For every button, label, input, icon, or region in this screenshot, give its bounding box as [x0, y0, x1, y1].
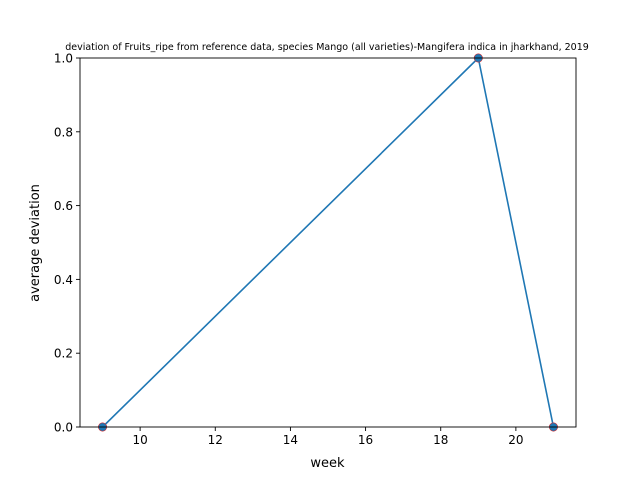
x-axis-label: week	[310, 456, 345, 471]
x-tick-label: 18	[433, 433, 448, 447]
y-tick-label: 0.0	[54, 421, 73, 435]
y-tick-label: 0.2	[54, 347, 73, 361]
x-tick-label: 20	[508, 433, 523, 447]
plot-area: 10 12 14 16 18 20 0.0 0.2 0.4 0.6 0.8 1.0	[54, 52, 577, 447]
chart-title: deviation of Fruits_ripe from reference …	[65, 42, 589, 53]
y-axis-label: average deviation	[28, 184, 43, 302]
axes-frame	[79, 57, 577, 428]
y-tick-label: 0.4	[54, 273, 73, 287]
x-tick-label: 16	[358, 433, 373, 447]
y-tick-label: 1.0	[54, 52, 73, 66]
y-tick-label: 0.8	[54, 125, 73, 139]
y-tick-label: 0.6	[54, 199, 73, 213]
x-tick-label: 10	[132, 433, 147, 447]
x-tick-label: 12	[208, 433, 223, 447]
x-tick-label: 14	[283, 433, 298, 447]
